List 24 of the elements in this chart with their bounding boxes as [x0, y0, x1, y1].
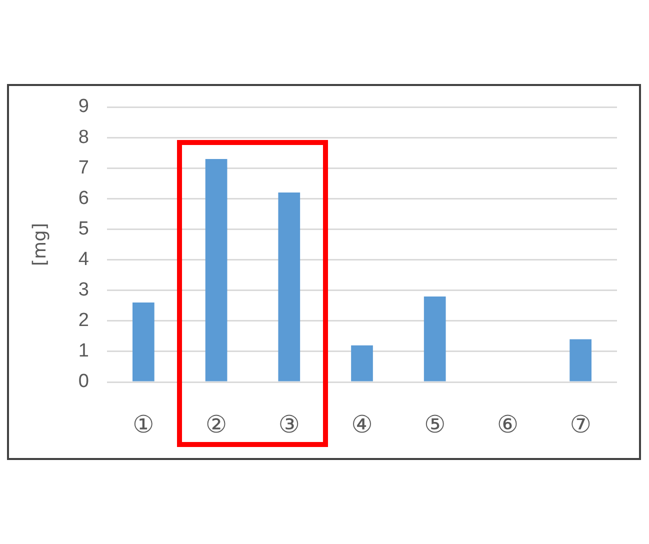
bar — [132, 302, 154, 382]
x-tick-label: ④ — [351, 410, 373, 439]
bar — [570, 339, 592, 382]
y-tick-label: 9 — [78, 96, 89, 118]
bar — [278, 192, 300, 382]
y-tick-label: 6 — [78, 188, 89, 209]
y-tick-label: 1 — [78, 340, 89, 362]
y-tick-label: 3 — [78, 280, 89, 301]
y-tick-label: 8 — [78, 126, 89, 148]
x-tick-label: ⑤ — [424, 410, 446, 439]
bar — [351, 345, 373, 382]
y-tick-label: 4 — [78, 249, 90, 270]
y-tick-label: 0 — [78, 371, 89, 392]
y-tick-label: 5 — [78, 218, 89, 240]
bar — [424, 296, 446, 382]
y-tick-label: 7 — [78, 157, 89, 178]
x-tick-label: ⑦ — [570, 410, 592, 439]
bar — [205, 158, 228, 382]
x-tick-label: ③ — [278, 410, 300, 439]
x-tick-label: ① — [132, 410, 154, 439]
y-tick-label: 2 — [78, 310, 89, 332]
y-axis-title: [mg] — [29, 222, 50, 266]
x-tick-label: ② — [206, 410, 228, 439]
x-tick-label: ⑥ — [496, 410, 518, 439]
